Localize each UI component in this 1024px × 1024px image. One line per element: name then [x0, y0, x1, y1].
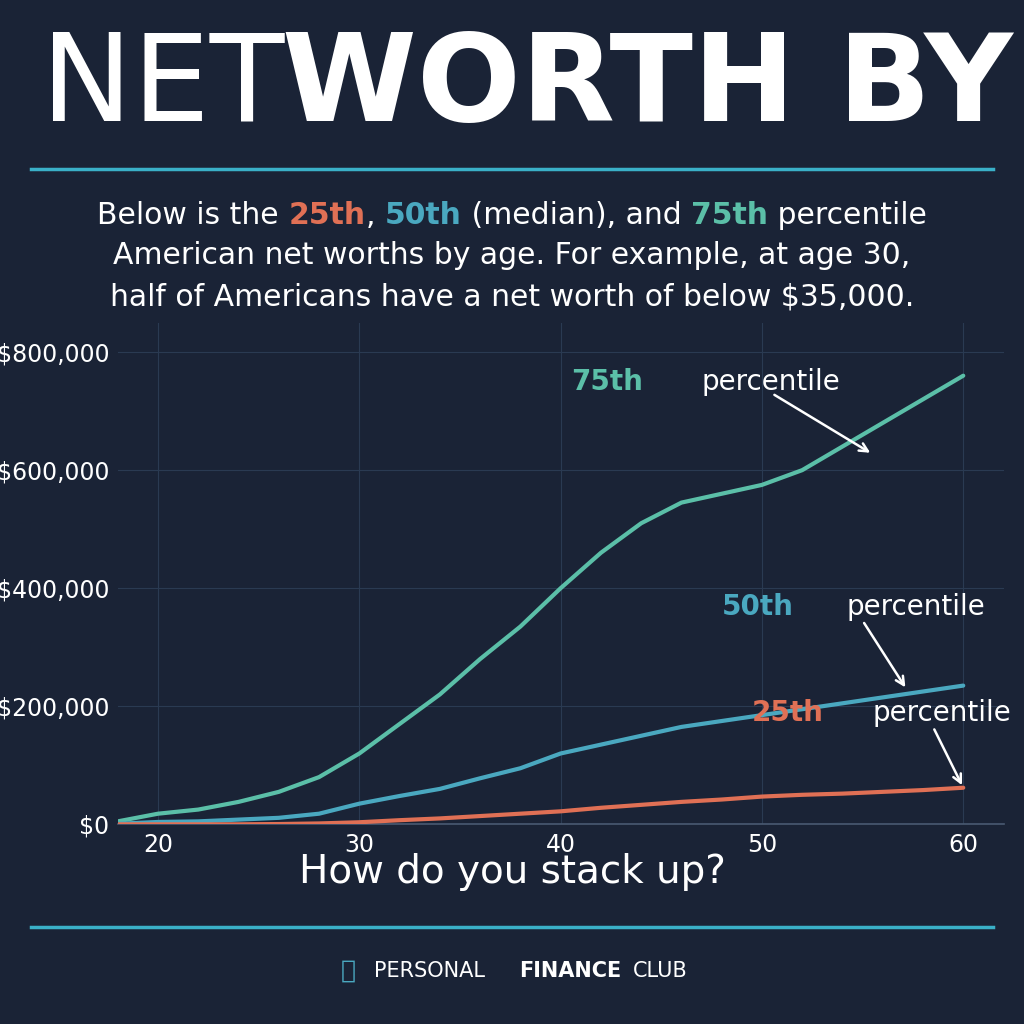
Text: PERSONAL: PERSONAL [374, 961, 484, 981]
Text: percentile: percentile [768, 201, 927, 229]
Text: CLUB: CLUB [633, 961, 687, 981]
Text: 25th: 25th [752, 699, 823, 727]
Text: percentile: percentile [847, 593, 985, 622]
Text: 50th: 50th [722, 593, 794, 622]
Text: American net worths by age. For example, at age 30,: American net worths by age. For example,… [114, 242, 910, 270]
Text: (median), and: (median), and [462, 201, 691, 229]
Text: 25th: 25th [289, 201, 366, 229]
Text: Ⓜ: Ⓜ [341, 958, 355, 983]
Text: percentile: percentile [872, 699, 1012, 727]
Text: percentile: percentile [701, 368, 841, 395]
Text: FINANCE: FINANCE [519, 961, 622, 981]
Text: 50th: 50th [385, 201, 462, 229]
Text: 75th: 75th [691, 201, 768, 229]
Text: WORTH BY AGE: WORTH BY AGE [282, 29, 1024, 145]
Text: 75th: 75th [570, 368, 643, 395]
Text: NET: NET [41, 29, 324, 145]
Text: half of Americans have a net worth of below $35,000.: half of Americans have a net worth of be… [110, 283, 914, 311]
Text: How do you stack up?: How do you stack up? [299, 853, 725, 892]
Text: Below is the: Below is the [97, 201, 289, 229]
Text: ,: , [366, 201, 385, 229]
